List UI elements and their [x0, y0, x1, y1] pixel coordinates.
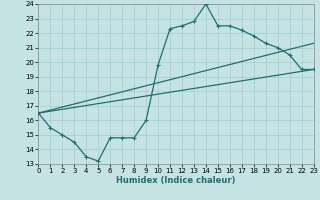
X-axis label: Humidex (Indice chaleur): Humidex (Indice chaleur): [116, 176, 236, 185]
